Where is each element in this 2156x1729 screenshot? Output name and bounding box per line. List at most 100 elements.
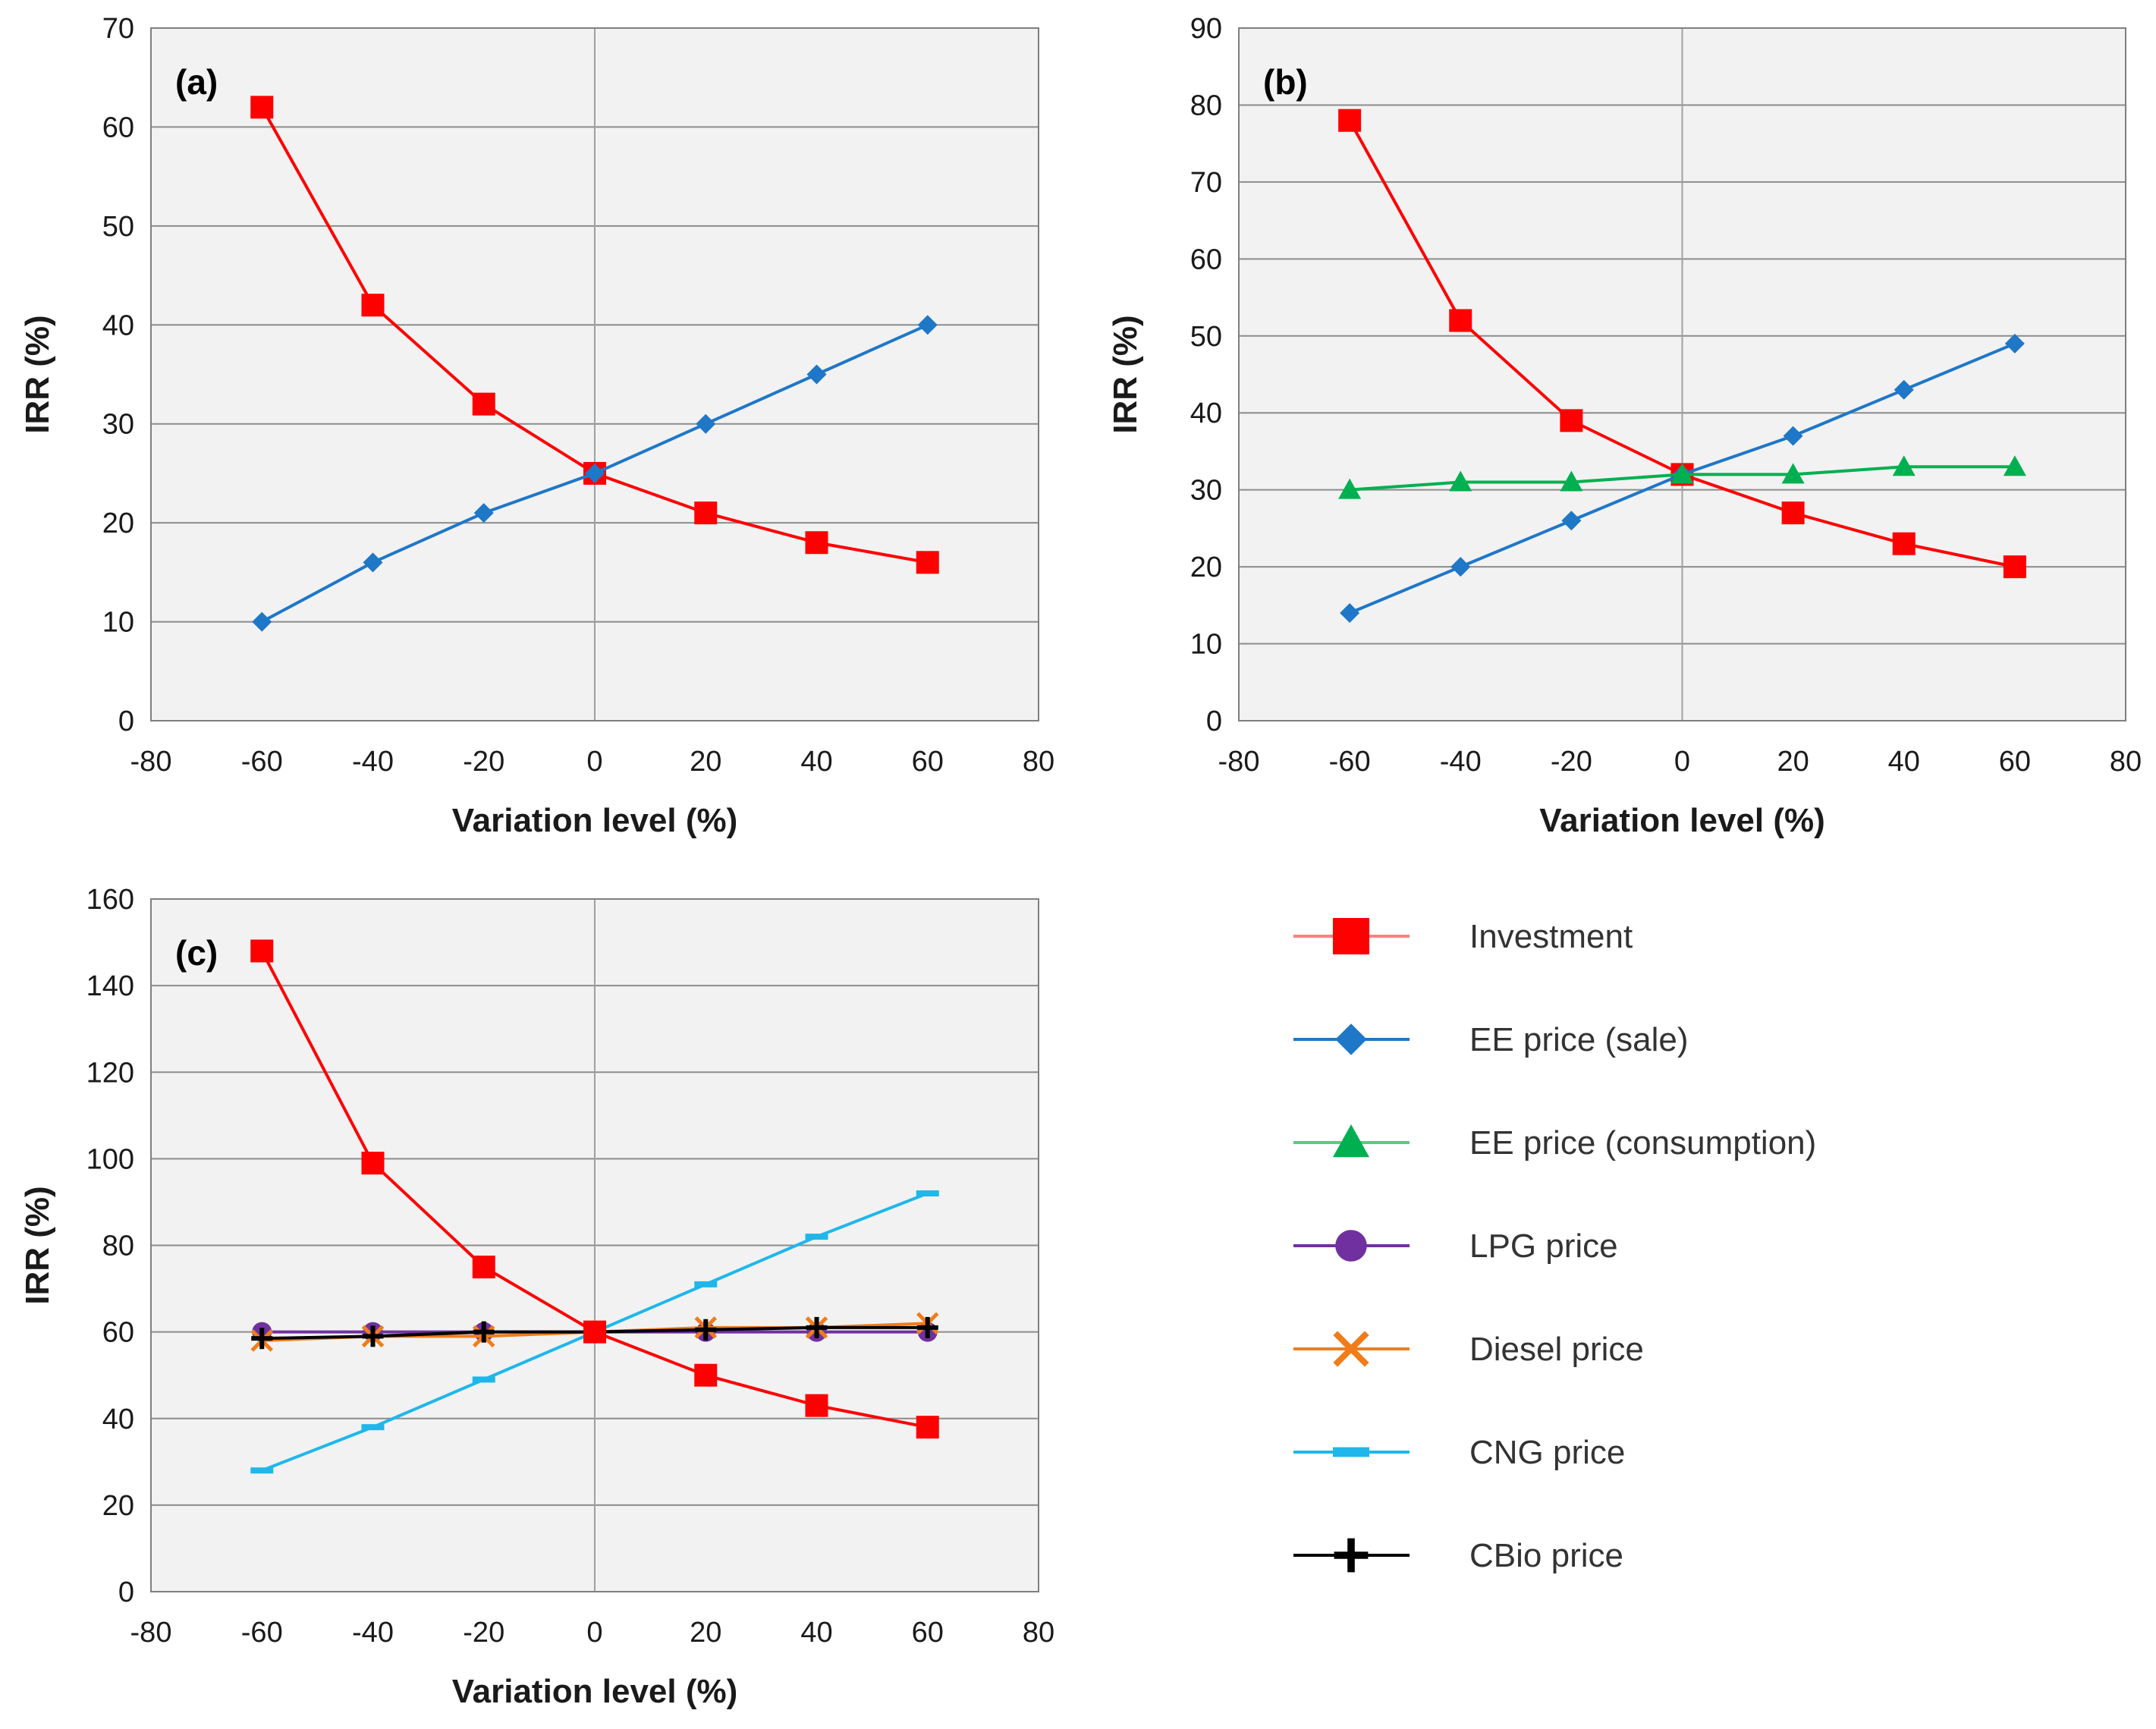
y-tick-label: 30	[102, 409, 134, 441]
data-point-ee_sale	[696, 413, 716, 434]
x-tick-label: -40	[1440, 746, 1482, 778]
x-tick-label: -20	[463, 746, 504, 778]
x-tick-label: 20	[1777, 746, 1809, 778]
x-axis-title: Variation level (%)	[1539, 802, 1825, 839]
data-point-investment	[916, 551, 939, 574]
legend-label: EE price (consumption)	[1469, 1124, 1816, 1162]
legend-marker-cng	[1333, 1447, 1369, 1457]
legend-item-cbio: CBio price	[1293, 1537, 1623, 1574]
legend: Investment EE price (sale) EE price (consu…	[1293, 918, 1816, 1574]
data-point-investment	[694, 1363, 718, 1387]
data-point-ee_sale	[917, 315, 938, 335]
y-axis-title: IRR (%)	[1107, 315, 1144, 433]
x-tick-label: -80	[130, 1617, 172, 1649]
y-tick-label: 140	[86, 970, 134, 1002]
x-tick-label: -20	[463, 1617, 504, 1649]
y-tick-label: 10	[1190, 629, 1222, 661]
data-point-ee_sale	[806, 364, 827, 385]
chart-panel-b: 0 10 20 30 40 50 60 70 80 90 -80 -60 -40 -20 0 20 40 60 80…	[1107, 13, 2142, 839]
y-tick-label: 50	[102, 211, 134, 243]
data-point-ee_sale	[1561, 511, 1582, 531]
legend-marker-lpg	[1335, 1230, 1367, 1262]
data-point-ee_consumption	[1560, 470, 1583, 492]
data-point-ee_sale	[1340, 602, 1360, 623]
x-tick-label: 40	[800, 1617, 832, 1649]
x-tick-label: 0	[586, 1617, 602, 1649]
panel-label: (b)	[1263, 62, 1308, 102]
y-tick-label: 20	[102, 508, 134, 539]
y-tick-label: 100	[86, 1143, 134, 1175]
legend-item-cng: CNG price	[1293, 1434, 1625, 1471]
data-point-cbio	[251, 1328, 273, 1350]
data-point-investment	[1560, 409, 1583, 432]
y-tick-label: 40	[1190, 398, 1222, 429]
chart-panel-a: 0 10 20 30 40 50 60 70 -80 -60 -40 -20 0 20 40 60 80 Vari…	[19, 13, 1054, 839]
data-point-ee_sale	[1894, 379, 1914, 400]
x-tick-label: 60	[912, 746, 944, 778]
y-tick-label: 40	[102, 310, 134, 341]
data-point-cng	[916, 1190, 939, 1197]
legend-label: CBio price	[1469, 1537, 1623, 1574]
legend-item-diesel: Diesel price	[1293, 1331, 1644, 1368]
data-point-investment	[1781, 501, 1805, 525]
x-tick-label: 40	[1888, 746, 1920, 778]
data-point-investment	[361, 1152, 385, 1175]
legend-label: CNG price	[1469, 1434, 1625, 1471]
x-tick-label: -40	[352, 746, 394, 778]
data-point-cng	[805, 1234, 828, 1240]
data-point-ee_sale	[1450, 557, 1471, 577]
chart-panel-c: 0 20 40 60 80 100 120 140 160 -80 -60 -40 -20 0 20 40 60…	[19, 884, 1054, 1710]
legend-item-ee_consumption: EE price (consumption)	[1293, 1124, 1816, 1162]
data-point-cng	[472, 1376, 495, 1383]
x-tick-label: 80	[2110, 746, 2142, 778]
legend-marker-cbio	[1334, 1538, 1369, 1573]
data-point-cbio	[806, 1316, 828, 1338]
x-tick-label: -60	[241, 746, 283, 778]
y-axis-title: IRR (%)	[19, 315, 56, 433]
panel-label: (a)	[175, 62, 218, 102]
x-tick-label: 40	[800, 746, 832, 778]
data-point-ee_consumption	[1892, 455, 1916, 476]
y-axis-title: IRR (%)	[19, 1186, 56, 1304]
x-tick-label: 20	[690, 1617, 721, 1649]
data-point-investment	[361, 294, 385, 317]
data-point-investment	[1338, 108, 1362, 132]
y-tick-label: 60	[1190, 244, 1222, 275]
data-point-ee_consumption	[2003, 455, 2026, 476]
y-tick-label: 40	[102, 1404, 134, 1435]
y-tick-label: 160	[86, 884, 134, 916]
y-tick-label: 90	[1190, 13, 1222, 45]
data-point-investment	[472, 392, 495, 416]
data-point-cng	[361, 1424, 385, 1431]
x-tick-label: 60	[1999, 746, 2031, 778]
plot-frame	[150, 898, 1039, 1592]
y-tick-label: 30	[1190, 475, 1222, 507]
panel-label: (c)	[175, 933, 218, 973]
data-point-ee_sale	[252, 611, 272, 632]
y-tick-label: 0	[118, 706, 134, 737]
legend-item-lpg: LPG price	[1293, 1228, 1618, 1265]
data-point-ee_sale	[1783, 426, 1803, 446]
legend-marker-diesel	[1333, 1331, 1369, 1367]
data-point-ee_consumption	[1338, 478, 1362, 499]
x-tick-label: 0	[586, 746, 602, 778]
data-point-cbio	[362, 1325, 384, 1347]
x-tick-label: 80	[1023, 1617, 1054, 1649]
legend-item-ee_sale: EE price (sale)	[1293, 1021, 1689, 1058]
data-point-investment	[805, 1394, 828, 1417]
x-axis-title: Variation level (%)	[452, 1673, 738, 1710]
data-point-ee_sale	[363, 552, 383, 573]
y-tick-label: 0	[118, 1577, 134, 1608]
plot-frame	[1238, 27, 2126, 721]
data-point-ee_consumption	[1670, 463, 1694, 484]
x-tick-label: 0	[1674, 746, 1690, 778]
y-tick-label: 60	[102, 112, 134, 143]
data-point-ee_sale	[585, 463, 605, 483]
data-point-investment	[805, 531, 828, 555]
data-point-investment	[916, 1416, 939, 1439]
y-tick-label: 60	[102, 1317, 134, 1349]
data-point-ee_sale	[473, 503, 494, 523]
x-tick-label: 60	[912, 1617, 944, 1649]
legend-label: EE price (sale)	[1469, 1021, 1689, 1058]
